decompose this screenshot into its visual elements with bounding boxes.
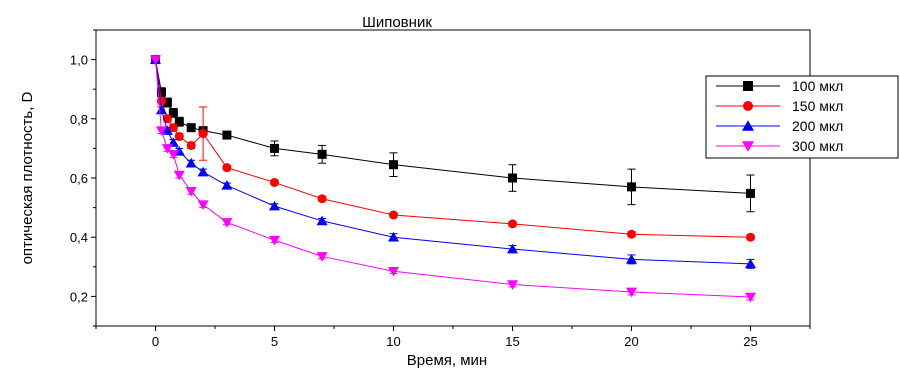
data-point xyxy=(187,141,196,150)
data-point xyxy=(199,129,208,138)
data-point xyxy=(222,131,231,140)
data-point xyxy=(318,150,327,159)
y-tick-label: 0,4 xyxy=(70,230,88,245)
x-axis-title: Время, мин xyxy=(407,352,487,369)
y-axis-title: оптическая плотность, D xyxy=(19,91,36,264)
data-point xyxy=(746,189,755,198)
data-point xyxy=(187,123,196,132)
x-tick-label: 10 xyxy=(386,334,400,349)
data-point xyxy=(198,167,209,177)
data-point xyxy=(627,230,636,239)
data-point xyxy=(270,144,279,153)
y-tick-label: 0,6 xyxy=(70,171,88,186)
y-tick-label: 0,2 xyxy=(70,289,88,304)
y-axis: 0,2 0,4 0,6 0,8 1,0 xyxy=(70,30,96,326)
x-tick-label: 25 xyxy=(743,334,757,349)
data-point xyxy=(269,236,280,246)
x-tick-label: 20 xyxy=(624,334,638,349)
chart-title: Шиповник xyxy=(362,14,432,31)
data-point xyxy=(198,200,209,210)
x-tick-label: 15 xyxy=(505,334,519,349)
legend-label: 200 мкл xyxy=(792,118,843,134)
series-layer xyxy=(150,54,756,302)
series-1 xyxy=(151,55,755,212)
legend-label: 100 мкл xyxy=(792,78,843,94)
data-point xyxy=(221,218,232,228)
series-line xyxy=(156,60,751,264)
series-4 xyxy=(150,55,756,302)
data-point xyxy=(743,81,753,91)
data-point xyxy=(627,182,636,191)
data-point xyxy=(745,293,756,303)
data-point xyxy=(270,178,279,187)
x-tick-label: 0 xyxy=(152,334,159,349)
data-point xyxy=(317,216,328,226)
series-3 xyxy=(150,54,756,268)
y-tick-label: 1,0 xyxy=(70,53,88,68)
series-2 xyxy=(151,55,755,242)
data-point xyxy=(389,160,398,169)
legend: 100 мкл 150 мкл 200 мкл 300 мкл xyxy=(706,76,898,158)
legend-label: 150 мкл xyxy=(792,98,843,114)
series-line xyxy=(156,60,751,238)
data-point xyxy=(746,233,755,242)
data-point xyxy=(221,180,232,190)
x-tick-label: 5 xyxy=(271,334,278,349)
data-point xyxy=(174,171,185,181)
data-point xyxy=(222,163,231,172)
data-point xyxy=(743,101,753,111)
x-axis: 0 5 10 15 20 25 xyxy=(96,326,810,349)
legend-label: 300 мкл xyxy=(792,138,843,154)
plot-frame xyxy=(96,30,810,326)
data-point xyxy=(389,211,398,220)
data-point xyxy=(318,194,327,203)
y-tick-label: 0,8 xyxy=(70,112,88,127)
data-point xyxy=(269,201,280,211)
data-point xyxy=(508,174,517,183)
data-point xyxy=(508,219,517,228)
series-line xyxy=(156,60,751,297)
